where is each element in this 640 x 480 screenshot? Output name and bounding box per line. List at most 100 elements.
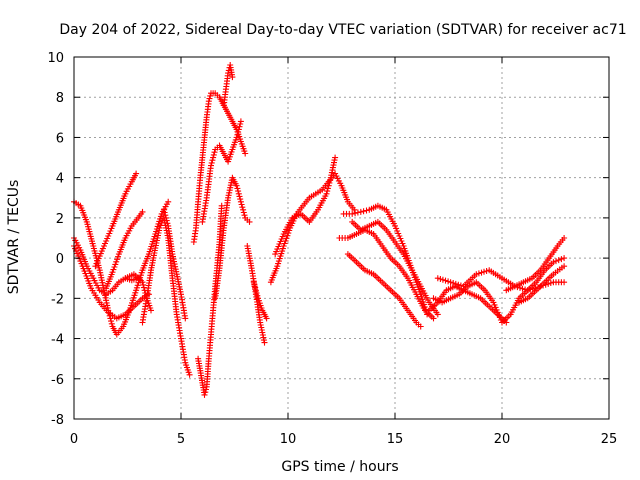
data-point xyxy=(152,245,159,252)
data-point xyxy=(92,263,99,270)
data-point xyxy=(282,237,289,244)
data-point xyxy=(325,182,332,189)
data-point xyxy=(202,389,209,396)
data-point xyxy=(457,282,464,289)
data-point xyxy=(208,162,214,169)
y-tick-label: 0 xyxy=(56,252,64,267)
data-point xyxy=(561,255,568,262)
data-point xyxy=(417,323,424,330)
data-point xyxy=(326,180,333,186)
data-point xyxy=(439,276,446,283)
data-point xyxy=(225,70,232,77)
data-point xyxy=(238,201,245,208)
data-point xyxy=(547,280,554,286)
data-point xyxy=(496,314,503,321)
x-tick-label: 5 xyxy=(177,432,185,447)
data-point xyxy=(357,208,364,215)
data-point xyxy=(239,204,246,211)
data-point xyxy=(210,154,217,161)
data-point xyxy=(163,214,169,221)
data-point xyxy=(129,299,135,306)
data-point xyxy=(237,198,244,205)
data-point xyxy=(203,386,209,393)
data-point xyxy=(235,188,242,195)
data-point xyxy=(352,210,359,217)
data-point xyxy=(210,151,217,158)
data-point xyxy=(522,286,529,293)
data-point xyxy=(283,235,290,242)
data-point xyxy=(165,198,172,205)
data-point xyxy=(218,202,225,209)
axis-ticks: 0 5 10 15 20 25 -8 -6 -4 -2 0 2 4 6 8 10 xyxy=(47,51,617,447)
data-point xyxy=(108,318,115,325)
data-point xyxy=(211,149,218,156)
data-point xyxy=(286,227,293,234)
data-point xyxy=(233,182,240,189)
y-tick-label: -2 xyxy=(51,292,64,307)
chart-title: Day 204 of 2022, Sidereal Day-to-day VTE… xyxy=(59,22,626,38)
data-point xyxy=(285,230,292,237)
data-point xyxy=(354,209,361,216)
data-point xyxy=(240,206,247,213)
data-point xyxy=(108,320,115,327)
y-tick-label: 10 xyxy=(47,51,64,66)
data-point xyxy=(553,258,559,265)
y-tick-label: -6 xyxy=(51,373,64,388)
data-point xyxy=(251,281,258,288)
data-point xyxy=(555,257,562,264)
data-point xyxy=(78,260,85,267)
data-point xyxy=(324,185,331,192)
data-point xyxy=(351,206,358,213)
data-point xyxy=(332,154,339,161)
data-point xyxy=(234,185,241,192)
data-point xyxy=(274,263,281,270)
data-point xyxy=(246,218,253,225)
data-point xyxy=(107,228,114,234)
data-point xyxy=(109,269,116,276)
data-point xyxy=(241,212,248,219)
data-point xyxy=(235,126,242,133)
data-point xyxy=(550,259,557,266)
x-tick-label: 0 xyxy=(70,432,78,447)
data-point xyxy=(261,339,268,346)
data-point xyxy=(455,281,462,288)
y-tick-label: 6 xyxy=(56,131,64,146)
data-point xyxy=(207,92,214,99)
data-point xyxy=(328,172,335,179)
data-point xyxy=(233,134,240,141)
data-point xyxy=(447,279,454,286)
data-point xyxy=(235,190,242,197)
data-point xyxy=(234,131,241,138)
data-point xyxy=(162,212,169,219)
data-point xyxy=(237,118,244,125)
data-point xyxy=(284,232,291,239)
data-point xyxy=(235,129,242,136)
data-point xyxy=(274,246,281,253)
data-point xyxy=(561,263,568,270)
data-point xyxy=(111,264,118,270)
y-tick-label: 8 xyxy=(56,91,64,106)
data-point xyxy=(527,286,534,293)
data-point xyxy=(209,157,216,164)
y-tick-label: -8 xyxy=(51,413,64,428)
data-point xyxy=(434,311,441,318)
data-point xyxy=(115,253,121,260)
x-tick-label: 20 xyxy=(494,432,511,447)
x-axis-title: GPS time / hours xyxy=(281,459,398,475)
x-tick-label: 10 xyxy=(280,432,297,447)
data-point xyxy=(161,209,168,216)
data-point xyxy=(434,275,441,282)
data-points xyxy=(71,62,568,398)
data-point xyxy=(134,282,141,289)
data-point xyxy=(114,256,121,263)
data-point xyxy=(164,220,171,227)
data-point xyxy=(148,307,154,314)
data-point xyxy=(250,279,257,286)
data-point xyxy=(133,170,140,177)
data-point xyxy=(327,177,334,184)
data-point xyxy=(450,280,457,286)
data-point xyxy=(237,121,244,127)
data-point xyxy=(473,271,480,278)
data-point xyxy=(175,278,182,285)
